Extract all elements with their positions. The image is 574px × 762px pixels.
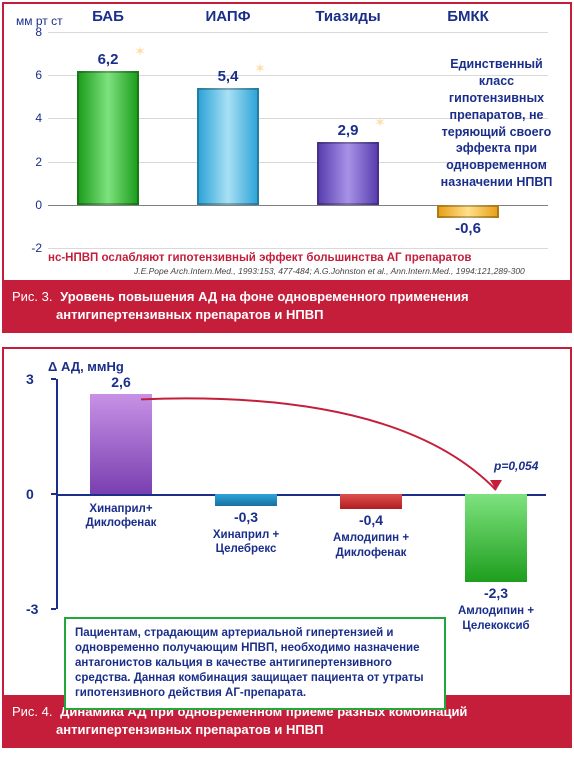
- fig4-caption-number: Рис. 4.: [12, 704, 53, 719]
- fig3-ytick: 0: [20, 198, 42, 212]
- fig4-value-label: 2,6: [111, 374, 130, 390]
- fig3-caption-number: Рис. 3.: [12, 289, 53, 304]
- fig3-category-label: Тиазиды: [315, 8, 380, 25]
- fig3-ytick: 6: [20, 68, 42, 82]
- fig4-tick-mark: [51, 493, 56, 495]
- fig3-significance-star: ✶: [374, 114, 386, 131]
- fig4-y-axis-title: Δ АД, ммHg: [48, 359, 124, 374]
- fig3-category-label: БМКК: [447, 8, 489, 25]
- figure-gap: [0, 335, 574, 345]
- fig4-category-label: Амлодипин +Диклофенак: [333, 531, 409, 560]
- fig3-bar: [437, 205, 499, 218]
- fig3-caption-line2: антигипертензивных препаратов и НПВП: [12, 306, 562, 324]
- fig3-ytick: 2: [20, 155, 42, 169]
- fig3-footnote: нс-НПВП ослабляют гипотензивный эффект б…: [48, 252, 548, 264]
- fig4-bar: [465, 494, 527, 582]
- fig4-ytick: 3: [26, 371, 34, 387]
- fig3-ytick: 4: [20, 111, 42, 125]
- fig4-bar: [215, 494, 277, 506]
- fig3-side-note: Единственный класс гипотензивных препара…: [434, 56, 559, 191]
- fig3-category-label: ИАПФ: [206, 8, 251, 25]
- fig4-plot: -3032,6Хинаприл+Диклофенак-0,3Хинаприл +…: [56, 379, 546, 609]
- fig3-value-label: -0,6: [455, 220, 481, 237]
- fig4-value-label: -0,3: [234, 509, 258, 525]
- fig3-significance-star: ✶: [134, 43, 146, 60]
- fig4-category-label: Амлодипин +Целекоксиб: [458, 604, 534, 633]
- fig4-tick-mark: [51, 608, 56, 610]
- fig4-category-label: Хинаприл+Диклофенак: [86, 502, 157, 531]
- fig4-p-value: р=0,054: [494, 459, 538, 473]
- fig3-caption-line1: Уровень повышения АД на фоне одновременн…: [60, 289, 468, 304]
- fig3-gridline: [48, 32, 548, 33]
- fig3-bar: [77, 71, 139, 205]
- fig4-bar: [90, 394, 152, 494]
- fig3-source: J.E.Pope Arch.Intern.Med., 1993:153, 477…: [134, 266, 525, 276]
- fig3-gridline: [48, 248, 548, 249]
- fig3-value-label: 2,9: [338, 122, 359, 139]
- fig3-chart-area: мм рт ст -202468БАБ6,2✶ИАПФ5,4✶Тиазиды2,…: [2, 2, 572, 282]
- fig3-bar: [197, 88, 259, 205]
- fig3-significance-star: ✶: [254, 60, 266, 77]
- fig3-ytick: -2: [20, 241, 42, 255]
- fig4-value-label: -2,3: [484, 585, 508, 601]
- fig4-bar: [340, 494, 402, 509]
- fig3-ytick: 8: [20, 25, 42, 39]
- fig3-bar: [317, 142, 379, 205]
- fig3-value-label: 5,4: [218, 68, 239, 85]
- fig4-value-label: -0,4: [359, 512, 383, 528]
- fig4-chart-area: Δ АД, ммHg -3 0 3 2,6 Хинаприл+Диклофенак -0,…: [2, 347, 572, 697]
- fig4-ytick: -3: [26, 601, 38, 617]
- page: мм рт ст -202468БАБ6,2✶ИАПФ5,4✶Тиазиды2,…: [0, 2, 574, 748]
- fig3-category-label: БАБ: [92, 8, 124, 25]
- figure-4: Δ АД, ммHg -3 0 3 2,6 Хинаприл+Диклофенак -0,…: [2, 347, 572, 748]
- fig3-value-label: 6,2: [98, 51, 119, 68]
- fig4-ytick: 0: [26, 486, 34, 502]
- fig4-category-label: Хинаприл +Целебрекс: [213, 528, 279, 557]
- fig4-tick-mark: [51, 378, 56, 380]
- figure-3: мм рт ст -202468БАБ6,2✶ИАПФ5,4✶Тиазиды2,…: [2, 2, 572, 333]
- fig3-caption: Рис. 3. Уровень повышения АД на фоне одн…: [2, 282, 572, 333]
- fig4-info-box: Пациентам, страдающим артериальной гипер…: [64, 617, 446, 710]
- fig4-caption-line2: антигипертензивных препаратов и НПВП: [12, 721, 562, 739]
